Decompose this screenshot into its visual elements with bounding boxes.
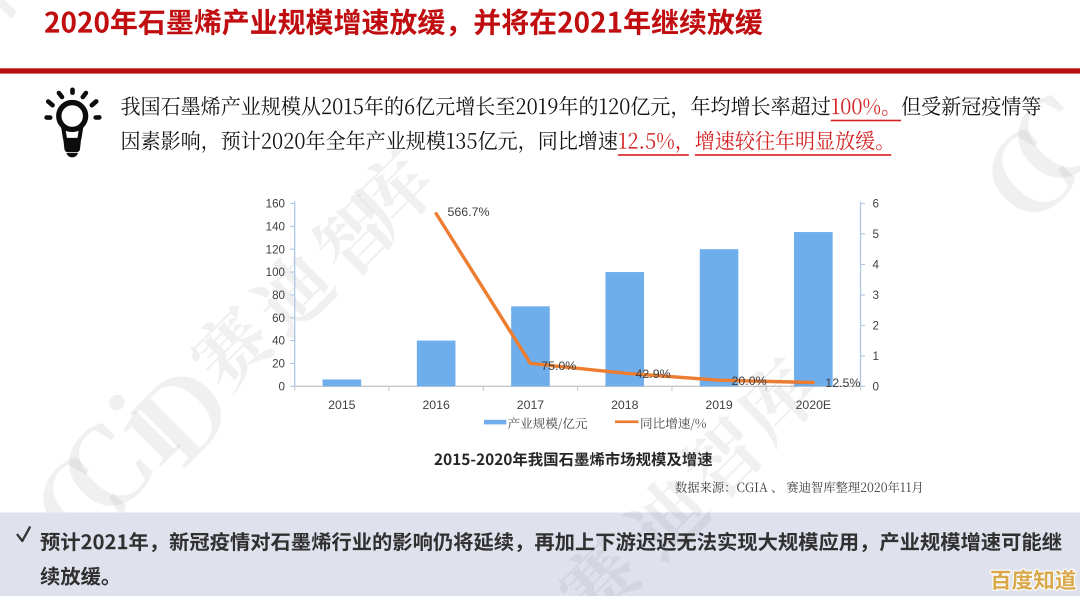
svg-text:2018: 2018 — [611, 398, 639, 412]
svg-text:100: 100 — [266, 266, 285, 279]
svg-text:12.5%: 12.5% — [825, 376, 860, 390]
svg-text:6: 6 — [873, 198, 879, 211]
svg-text:120: 120 — [266, 243, 285, 256]
svg-text:0: 0 — [279, 380, 285, 393]
svg-text:2016: 2016 — [422, 398, 450, 412]
svg-text:75.0%: 75.0% — [541, 359, 576, 373]
svg-text:2: 2 — [873, 319, 879, 332]
svg-text:5: 5 — [873, 228, 879, 241]
svg-text:2015: 2015 — [328, 398, 356, 412]
svg-text:2020E: 2020E — [796, 398, 832, 412]
svg-text:60: 60 — [272, 312, 285, 325]
svg-text:2017: 2017 — [517, 398, 545, 412]
svg-text:20: 20 — [272, 358, 285, 371]
svg-text:3: 3 — [873, 289, 879, 302]
svg-text:2019: 2019 — [705, 398, 733, 412]
svg-text:42.9%: 42.9% — [636, 367, 671, 381]
svg-text:4: 4 — [873, 259, 880, 272]
svg-text:1: 1 — [873, 350, 879, 363]
svg-text:566.7%: 566.7% — [448, 205, 490, 219]
svg-text:80: 80 — [272, 289, 285, 302]
svg-text:40: 40 — [272, 335, 285, 348]
svg-text:0: 0 — [873, 380, 879, 393]
svg-text:140: 140 — [266, 220, 285, 233]
svg-text:160: 160 — [266, 198, 285, 211]
